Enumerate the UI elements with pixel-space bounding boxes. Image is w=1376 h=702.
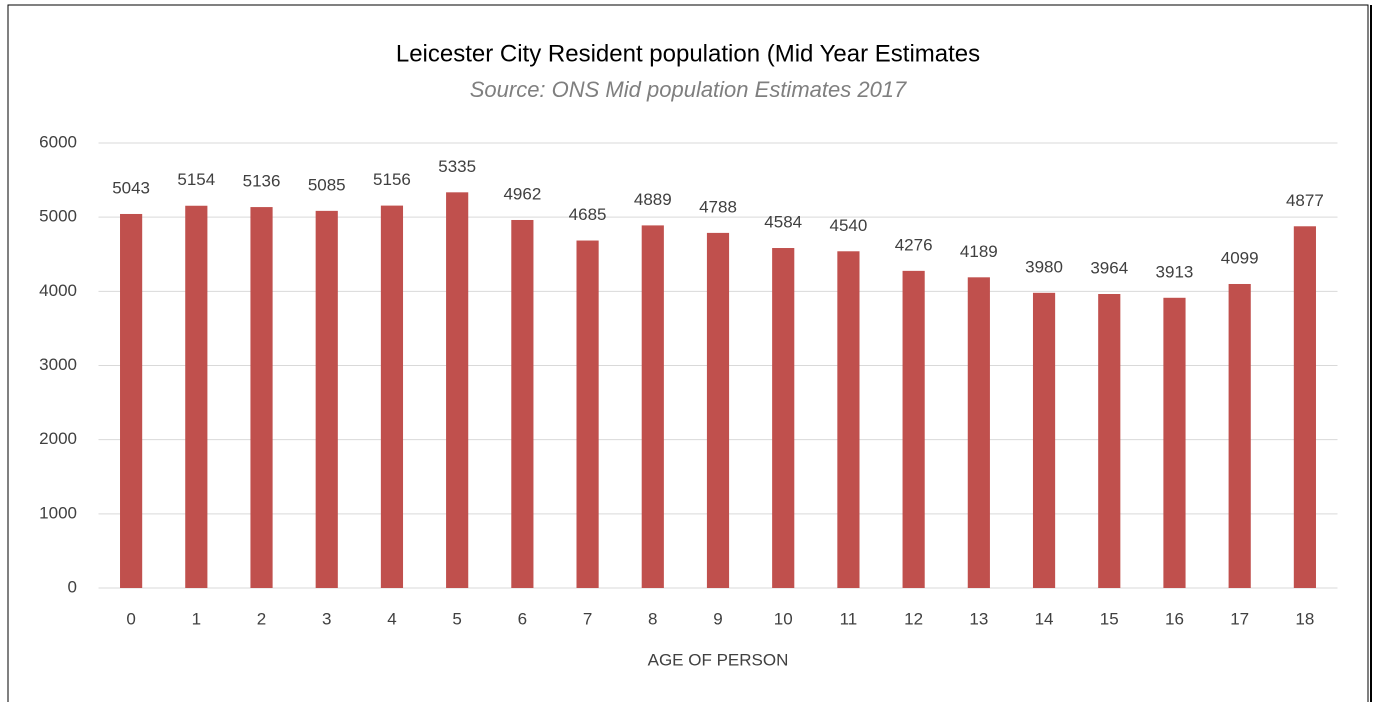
bar bbox=[315, 210, 338, 589]
x-tick-label: 5 bbox=[452, 609, 461, 628]
bar bbox=[1163, 297, 1186, 588]
bar bbox=[576, 240, 599, 588]
bar bbox=[1228, 283, 1251, 588]
bar bbox=[185, 205, 208, 588]
x-tick-label: 6 bbox=[518, 609, 527, 628]
x-tick-label: 17 bbox=[1230, 609, 1249, 628]
bar bbox=[837, 251, 860, 589]
y-tick-label: 0 bbox=[68, 577, 77, 596]
value-label: 3913 bbox=[1156, 262, 1194, 281]
x-tick-label: 1 bbox=[192, 609, 201, 628]
value-label: 5154 bbox=[177, 170, 215, 189]
bar bbox=[1032, 292, 1056, 588]
bar bbox=[1098, 294, 1121, 588]
chart-subtitle: Source: ONS Mid population Estimates 201… bbox=[470, 77, 907, 102]
value-label: 4189 bbox=[960, 242, 998, 261]
value-label: 5335 bbox=[438, 157, 476, 176]
bar bbox=[706, 232, 730, 588]
bar bbox=[446, 192, 469, 588]
bar bbox=[250, 207, 273, 588]
bar bbox=[120, 213, 143, 589]
value-label: 5085 bbox=[308, 175, 346, 194]
x-tick-label: 7 bbox=[583, 609, 592, 628]
x-tick-label: 9 bbox=[713, 609, 722, 628]
bar bbox=[1293, 226, 1316, 588]
x-tick-label: 10 bbox=[774, 609, 793, 628]
value-label: 3980 bbox=[1025, 257, 1063, 276]
x-tick-label: 15 bbox=[1100, 609, 1119, 628]
value-label: 4685 bbox=[569, 205, 607, 224]
x-tick-label: 0 bbox=[126, 609, 135, 628]
y-tick-label: 4000 bbox=[39, 281, 77, 300]
bar bbox=[380, 205, 404, 588]
x-tick-label: 18 bbox=[1295, 609, 1314, 628]
x-tick-label: 4 bbox=[387, 609, 396, 628]
x-tick-label: 8 bbox=[648, 609, 657, 628]
y-tick-label: 2000 bbox=[39, 429, 77, 448]
y-tick-label: 5000 bbox=[39, 207, 77, 226]
bar bbox=[641, 225, 664, 588]
chart-border bbox=[7, 4, 1369, 702]
bar bbox=[511, 219, 534, 589]
x-tick-label: 3 bbox=[322, 609, 331, 628]
bar bbox=[902, 270, 925, 588]
value-label: 4540 bbox=[830, 216, 868, 235]
value-label: 4584 bbox=[764, 213, 802, 232]
value-label: 4877 bbox=[1286, 191, 1324, 210]
x-axis-label: AGE OF PERSON bbox=[648, 650, 789, 669]
value-label: 3964 bbox=[1090, 258, 1128, 277]
x-tick-label: 12 bbox=[904, 609, 923, 628]
value-label: 4889 bbox=[634, 190, 672, 209]
value-label: 4962 bbox=[503, 184, 541, 203]
bar bbox=[967, 277, 990, 588]
y-tick-label: 1000 bbox=[39, 503, 77, 522]
y-tick-label: 3000 bbox=[39, 355, 77, 374]
x-tick-label: 2 bbox=[257, 609, 266, 628]
value-label: 5043 bbox=[112, 178, 150, 197]
x-tick-label: 13 bbox=[969, 609, 988, 628]
value-label: 4788 bbox=[699, 197, 737, 216]
x-tick-label: 11 bbox=[840, 609, 858, 628]
value-label: 5136 bbox=[243, 172, 281, 191]
x-tick-label: 14 bbox=[1035, 609, 1054, 628]
value-label: 4099 bbox=[1221, 248, 1259, 267]
y-tick-label: 6000 bbox=[39, 132, 77, 151]
chart-title: Leicester City Resident population (Mid … bbox=[396, 40, 980, 67]
value-label: 5156 bbox=[373, 170, 411, 189]
value-label: 4276 bbox=[895, 235, 933, 254]
bar bbox=[772, 248, 795, 588]
x-tick-label: 16 bbox=[1165, 609, 1184, 628]
